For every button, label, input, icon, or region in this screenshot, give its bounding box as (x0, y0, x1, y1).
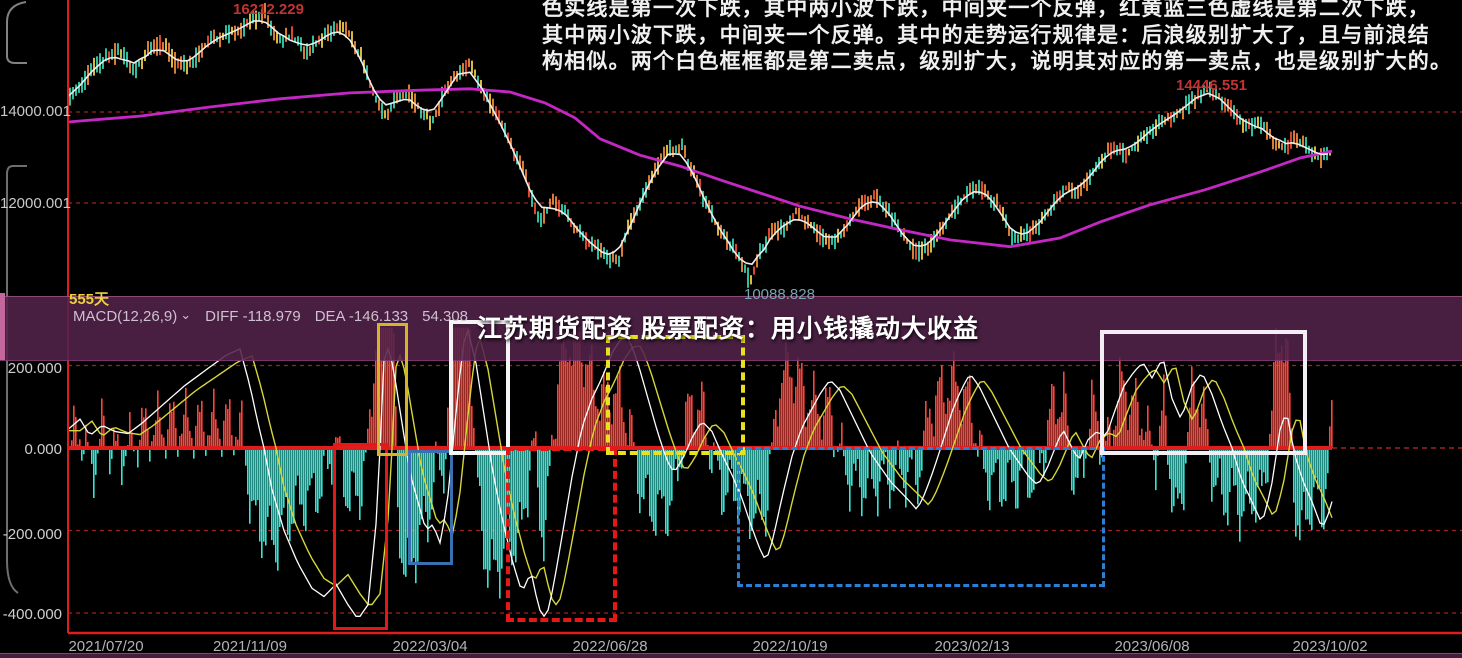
annotation-line-1: 色实线是第一次下跌，其中两小波下跌，中间夹一个反弹，红黄蓝三色虚线是第二次下跌， (542, 0, 1430, 20)
left-edge-strip (0, 293, 5, 360)
y-axis-label-14000: 14000.001 (0, 103, 71, 120)
macd-indicator-name: MACD(12,26,9) (73, 308, 178, 325)
x-axis-date-label: 2022/06/28 (572, 638, 648, 655)
x-axis-date-label: 2023/10/02 (1292, 638, 1368, 655)
annotation-box-white-solid-right (1100, 330, 1307, 455)
x-axis-date-label: 2021/07/20 (68, 638, 144, 655)
y-axis-label-12000: 12000.001 (0, 195, 71, 212)
price-label-low-2022: 10088.828 (744, 286, 815, 303)
x-axis-date-label: 2023/02/13 (934, 638, 1010, 655)
macd-diff-readout: DIFF -118.979 (205, 308, 301, 325)
macd-indicator-selector[interactable]: MACD(12,26,9) ⌄ (73, 307, 192, 325)
macd-axis-label-0: 0.000 (24, 441, 62, 458)
chevron-down-icon: ⌄ (180, 307, 192, 322)
x-axis-date-label: 2022/10/19 (752, 638, 828, 655)
window-length-label: 555天 (69, 291, 110, 308)
macd-axis-label-n400: -400.000 (2, 606, 62, 623)
price-label-high-2021: 16212.229 (233, 1, 304, 18)
bottom-strip (0, 653, 1462, 658)
banner-title: 江苏期货配资 股票配资：用小钱撬动大收益 (477, 315, 979, 343)
promo-banner (0, 296, 1462, 361)
annotation-box-yellow-solid (377, 323, 408, 456)
macd-axis-label-n200: -200.000 (2, 526, 62, 543)
annotation-box-blue-dashed (737, 447, 1105, 587)
x-axis-date-label: 2022/03/04 (392, 638, 468, 655)
price-label-high-2023: 14446.551 (1176, 77, 1247, 94)
x-axis-date-label: 2023/06/08 (1114, 638, 1190, 655)
macd-axis-label-200: 200.000 (7, 360, 62, 377)
macd-indicator-bar: MACD(12,26,9) ⌄ DIFF -118.979 DEA -146.1… (73, 307, 469, 325)
annotation-line-3: 构相似。两个白色框框都是第二卖点，级别扩大，说明其对应的第一卖点，也是级别扩大的… (542, 50, 1453, 73)
dea-value: -146.133 (348, 308, 409, 325)
diff-value: -118.979 (242, 308, 301, 325)
annotation-box-yellow-dashed (606, 335, 745, 455)
dea-label: DEA (314, 308, 345, 325)
annotation-box-white-solid-left (449, 320, 510, 455)
diff-label: DIFF (205, 308, 239, 325)
annotation-line-2: 其中两小波下跌，中间夹一个反弹。其中的走势运行规律是：后浪级别扩大了，且与前浪结 (542, 23, 1430, 47)
annotation-box-blue-solid (408, 450, 453, 565)
annotation-box-red-dashed (506, 447, 617, 622)
x-axis-date-label: 2021/11/09 (213, 638, 287, 655)
annotation-paragraph: 色实线是第一次下跌，其中两小波下跌，中间夹一个反弹，红黄蓝三色虚线是第二次下跌，… (542, 0, 1452, 76)
annotation-box-red-solid (333, 443, 388, 630)
macd-value-readout: 54.308 (422, 308, 469, 325)
macd-dea-readout: DEA -146.133 (315, 308, 408, 325)
